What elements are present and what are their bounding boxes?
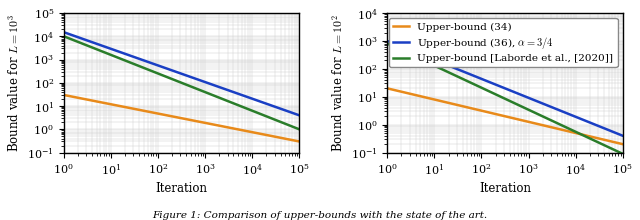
Y-axis label: Bound value for $L = 10^3$: Bound value for $L = 10^3$: [7, 14, 22, 152]
Y-axis label: Bound value for $L = 10^2$: Bound value for $L = 10^2$: [330, 14, 346, 152]
X-axis label: Iteration: Iteration: [479, 182, 531, 195]
Legend: Upper-bound (34), Upper-bound (36), $\alpha = 3/4$, Upper-bound [Laborde et al.,: Upper-bound (34), Upper-bound (36), $\al…: [389, 18, 618, 67]
X-axis label: Iteration: Iteration: [156, 182, 207, 195]
Text: Figure 1: Comparison of upper-bounds with the state of the art.: Figure 1: Comparison of upper-bounds wit…: [152, 211, 488, 220]
